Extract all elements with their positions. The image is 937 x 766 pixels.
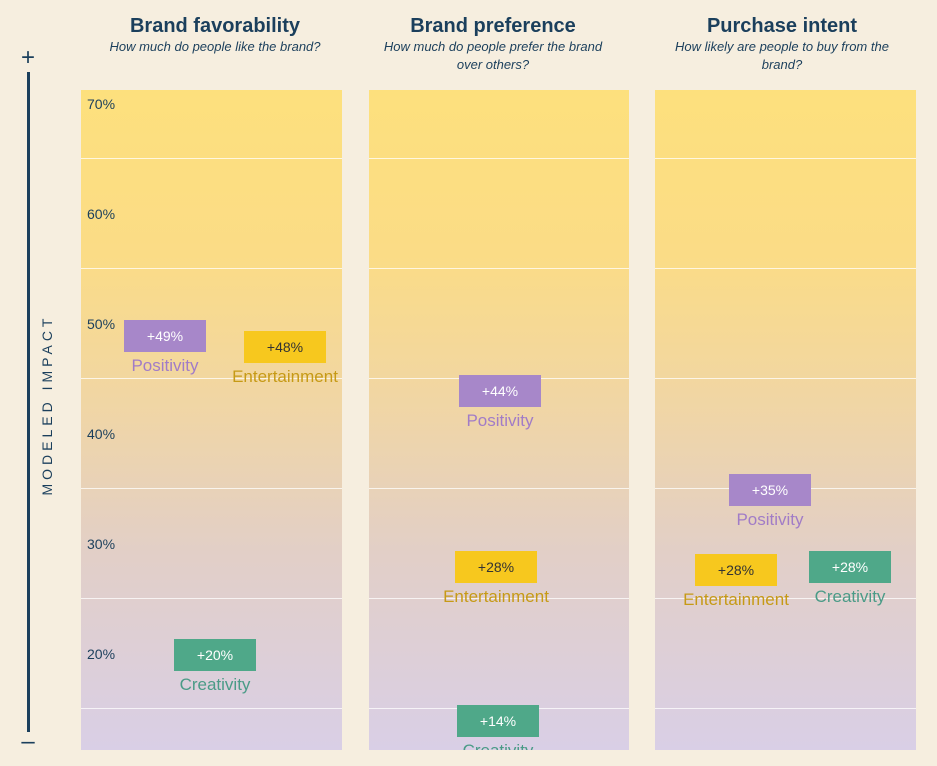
gridline <box>655 598 916 599</box>
gridline <box>655 378 916 379</box>
gridline <box>81 598 342 599</box>
data-point-label: Entertainment <box>232 367 338 386</box>
data-point-tag: +48% <box>244 331 326 363</box>
y-tick-label: 40% <box>87 426 116 442</box>
gridline <box>655 158 916 159</box>
data-point-tag: +44% <box>459 375 541 407</box>
axis-minus-sign: – <box>21 728 35 755</box>
panel-title: Brand favorability <box>129 15 301 37</box>
gridline <box>369 268 629 269</box>
gridline <box>81 488 342 489</box>
gridline <box>81 158 342 159</box>
data-point-tag: +35% <box>729 474 811 506</box>
data-point-tag: +28% <box>455 551 537 583</box>
panel-subtitle: How much do people prefer the brand over… <box>383 39 603 72</box>
data-point-tag: +28% <box>809 551 891 583</box>
data-point-tag: +14% <box>457 705 539 737</box>
gridline <box>81 268 342 269</box>
panel-subtitle: How likely are people to buy from the br… <box>675 39 889 72</box>
gridline <box>369 488 629 489</box>
data-point-label: Creativity <box>463 741 534 750</box>
axis-line <box>27 72 30 732</box>
gridline <box>655 268 916 269</box>
chart-column-preference: +44% Positivity +28% Entertainment +14% Creat… <box>369 90 629 750</box>
data-point-tag: +20% <box>174 639 256 671</box>
data-point-label: Entertainment <box>443 587 549 606</box>
chart-column-favorability: 70% 60% 50% 40% 30% 20% +49% Positivity +48% Ente… <box>81 90 342 750</box>
panel-subtitle: How much do people like the brand? <box>109 39 321 54</box>
y-tick-label: 50% <box>87 316 116 332</box>
panel-header-preference: Brand preference How much do people pref… <box>380 14 606 74</box>
data-point-label: Positivity <box>466 411 534 430</box>
panel-header-favorability: Brand favorability How much do people li… <box>80 14 350 56</box>
axis-label: MODELED IMPACT <box>39 314 55 496</box>
y-tick-label: 60% <box>87 206 116 222</box>
data-point-label: Positivity <box>131 356 199 375</box>
data-point-label: Creativity <box>179 675 251 694</box>
y-tick-label: 70% <box>87 96 116 112</box>
data-point-tag: +49% <box>124 320 206 352</box>
y-tick-label: 20% <box>87 646 116 662</box>
gridline <box>655 708 916 709</box>
data-point-label: Creativity <box>814 587 886 606</box>
chart-column-intent: +35% Positivity +28% Entertainment +28% Creat… <box>655 90 916 750</box>
data-point-label: Positivity <box>736 510 804 529</box>
panel-header-intent: Purchase intent How likely are people to… <box>660 14 904 74</box>
gridline <box>369 598 629 599</box>
axis-plus-sign: + <box>20 44 35 71</box>
gridline <box>81 378 342 379</box>
data-point-label: Entertainment <box>683 590 789 609</box>
panel-title: Purchase intent <box>706 15 858 37</box>
gridline <box>369 158 629 159</box>
y-tick-label: 30% <box>87 536 116 552</box>
data-point-tag: +28% <box>695 554 777 586</box>
panel-title: Brand preference <box>410 15 576 37</box>
gridline <box>81 708 342 709</box>
